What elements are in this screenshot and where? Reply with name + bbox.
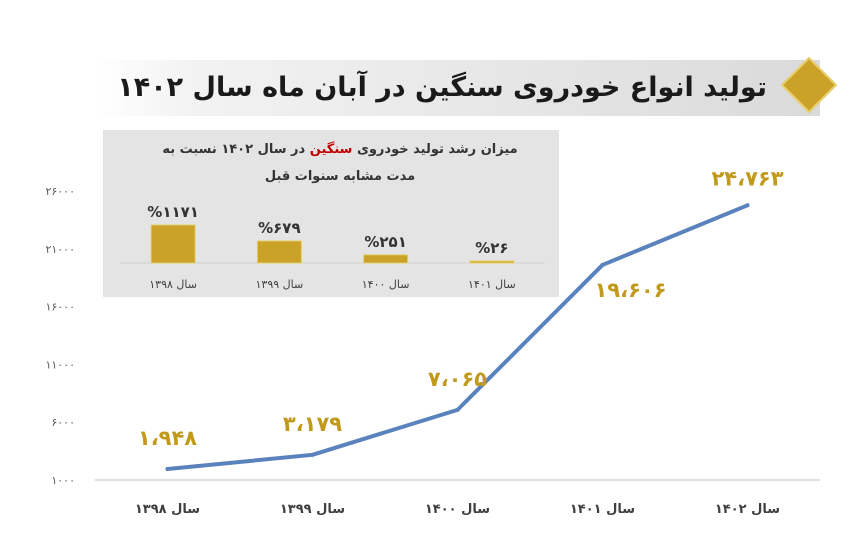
y-tick-label: ۱۱۰۰۰ [45,358,75,371]
inset-bar-label: %۶۷۹ [258,219,301,237]
inset-title: میزان رشد تولید خودروی سنگین در سال ۱۴۰۲… [150,136,530,190]
inset-category-label: سال ۱۳۹۹ [256,278,304,291]
inset-title-part1: میزان رشد تولید خودروی [356,142,518,157]
data-point [165,467,170,472]
inset-category-label: سال ۱۴۰۰ [362,278,410,291]
y-tick-label: ۶۰۰۰ [51,416,75,429]
inset-category-label: سال ۱۴۰۱ [468,278,516,291]
data-point [455,407,460,412]
y-tick-label: ۲۶۰۰۰ [45,185,75,198]
inset-bar-label: %۲۶ [475,239,508,257]
page-title: تولید انواع خودروی سنگین در آبان ماه سال… [117,72,767,103]
y-tick-label: ۲۱۰۰۰ [45,243,75,256]
x-tick-label: سال ۱۴۰۲ [715,502,780,517]
y-tick-label: ۱۰۰۰ [51,474,75,487]
data-label: ۱۹،۶۰۶ [594,278,666,302]
inset-bar [150,224,196,264]
inset-title-part2: در سال ۱۴۰۲ نسبت به مدت مشابه سنوات قبل [162,142,416,184]
data-point [745,203,750,208]
x-tick-label: سال ۱۴۰۰ [425,502,490,517]
x-tick-label: سال ۱۳۹۸ [135,502,200,517]
inset-category-label: سال ۱۳۹۸ [149,278,197,291]
y-tick-label: ۱۶۰۰۰ [45,301,75,314]
data-label: ۲۴،۷۶۳ [711,166,783,190]
data-label: ۷،۰۶۵ [428,367,487,391]
data-point [600,262,605,267]
x-tick-label: سال ۱۳۹۹ [280,502,345,517]
title-bar [96,60,820,116]
data-point [310,452,315,457]
data-label: ۳،۱۷۹ [283,412,342,436]
x-tick-label: سال ۱۴۰۱ [570,502,635,517]
inset-bar [469,260,515,264]
inset-bar [256,240,302,264]
inset-bar-label: %۱۱۷۱ [147,203,199,221]
series-line [165,203,750,472]
inset-bar-label: %۲۵۱ [364,233,407,251]
inset-title-highlight: سنگین [309,142,353,157]
data-label: ۱،۹۴۸ [138,426,197,450]
inset-panel [103,130,559,297]
inset-bar [363,254,409,264]
